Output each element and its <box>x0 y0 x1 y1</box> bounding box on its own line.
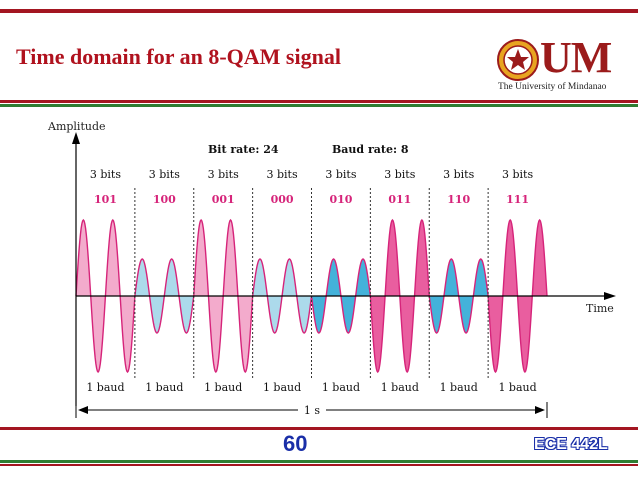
symbol-bits-label: 010 <box>329 193 352 206</box>
bits-count-label: 3 bits <box>325 168 356 181</box>
baud-label: 1 baud <box>204 381 242 394</box>
duration-arrow-left <box>78 406 88 414</box>
symbol-bits-label: 000 <box>271 193 294 206</box>
top-rule <box>0 9 638 13</box>
y-axis-arrow <box>72 132 80 144</box>
baud-rate-label: Baud rate: 8 <box>332 143 409 156</box>
bits-count-label: 3 bits <box>267 168 298 181</box>
baud-label: 1 baud <box>440 381 478 394</box>
bits-count-label: 3 bits <box>208 168 239 181</box>
course-code: ECE 442L <box>534 436 609 454</box>
baud-label: 1 baud <box>263 381 301 394</box>
symbol-bits-label: 001 <box>212 193 235 206</box>
bits-count-label: 3 bits <box>90 168 121 181</box>
y-axis-label: Amplitude <box>47 120 106 133</box>
bit-rate-label: Bit rate: 24 <box>208 143 279 156</box>
x-axis-label: Time <box>586 302 614 315</box>
symbol-bits-label: 110 <box>447 193 470 206</box>
footer-divider-red <box>0 427 638 430</box>
symbol-bits-label: 101 <box>94 193 117 206</box>
symbol-bits-label: 111 <box>506 193 529 206</box>
university-logo: UM The University of Mindanao <box>496 33 632 96</box>
baud-label: 1 baud <box>86 381 124 394</box>
qam-diagram: Amplitude Time Bit rate: 24 Baud rate: 8… <box>47 120 616 418</box>
bits-count-label: 3 bits <box>384 168 415 181</box>
baud-label: 1 baud <box>381 381 419 394</box>
seal-icon <box>497 39 539 81</box>
page-number: 60 <box>283 431 308 456</box>
logo-wordmark: UM <box>540 33 612 82</box>
bits-count-label: 3 bits <box>443 168 474 181</box>
baud-label: 1 baud <box>498 381 536 394</box>
logo-university-name: The University of Mindanao <box>498 82 607 92</box>
symbol-bits-label: 011 <box>388 193 411 206</box>
duration-arrow-right <box>535 406 545 414</box>
symbol-bits-label: 100 <box>153 193 176 206</box>
header-divider-green <box>0 104 638 107</box>
symbol-labels: 3 bits 101 1 baud 3 bits 100 1 baud 3 bits 001 1… <box>86 168 536 394</box>
baud-label: 1 baud <box>322 381 360 394</box>
bits-count-label: 3 bits <box>502 168 533 181</box>
footer-divider-red-bottom <box>0 464 638 466</box>
footer-divider-green <box>0 460 638 463</box>
header-divider-red <box>0 100 638 103</box>
baud-label: 1 baud <box>145 381 183 394</box>
symbol-dividers <box>134 188 489 378</box>
x-axis-arrow <box>604 292 616 300</box>
slide-title: Time domain for an 8-QAM signal <box>16 44 341 69</box>
bits-count-label: 3 bits <box>149 168 180 181</box>
duration-label: 1 s <box>304 404 320 417</box>
